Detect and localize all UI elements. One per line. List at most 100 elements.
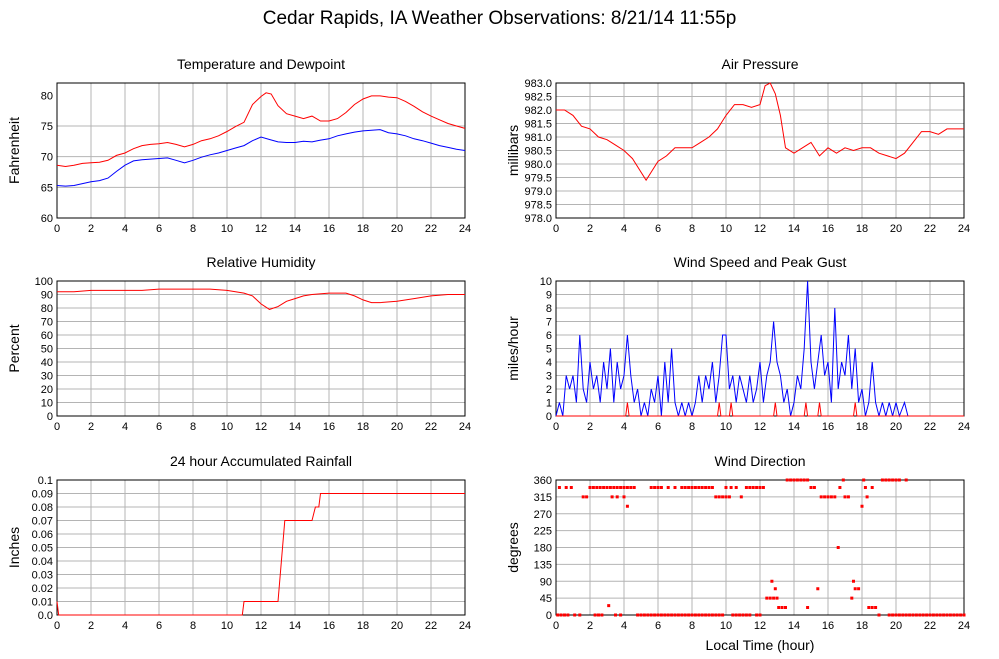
data-point <box>863 486 867 489</box>
data-point <box>646 613 650 617</box>
data-point <box>687 613 691 617</box>
data-point <box>777 606 781 609</box>
y-tick-label: 225 <box>534 526 552 538</box>
data-point <box>731 613 735 617</box>
x-tick-label: 16 <box>822 223 834 235</box>
data-point <box>591 486 595 489</box>
data-point <box>676 613 680 617</box>
data-point <box>573 613 577 617</box>
x-tick-label: 2 <box>88 223 94 235</box>
data-point <box>595 486 599 489</box>
data-point <box>836 546 840 549</box>
data-point <box>806 606 810 609</box>
data-point <box>758 486 762 489</box>
data-point <box>680 613 684 617</box>
x-tick-label: 16 <box>822 620 834 632</box>
x-tick-label: 18 <box>856 620 868 632</box>
y-tick-label: 4 <box>546 357 552 369</box>
series-line-0 <box>56 92 466 168</box>
data-point <box>812 486 816 489</box>
data-point <box>673 613 677 617</box>
data-point <box>758 613 762 617</box>
data-point <box>843 495 847 499</box>
data-point <box>564 486 568 489</box>
data-point <box>690 613 694 617</box>
data-point <box>693 613 697 617</box>
data-point <box>615 495 619 499</box>
x-tick-label: 24 <box>459 223 471 235</box>
x-tick-label: 22 <box>425 620 437 632</box>
data-point <box>911 613 915 617</box>
data-point <box>710 613 714 617</box>
y-tick-label: 10 <box>41 398 53 410</box>
data-point <box>852 579 855 583</box>
x-tick-label: 0 <box>54 620 60 632</box>
data-point <box>666 486 670 489</box>
x-tick-label: 6 <box>655 223 661 235</box>
data-point <box>901 613 905 617</box>
data-point <box>819 495 823 499</box>
y-tick-label: 980.0 <box>524 159 552 171</box>
x-tick-label: 8 <box>689 421 695 433</box>
y-tick-label: 0.06 <box>32 529 53 541</box>
data-point <box>653 613 657 617</box>
data-point <box>874 606 878 609</box>
x-tick-label: 4 <box>122 223 128 235</box>
data-point <box>666 613 670 617</box>
chart-2: 0 2 4 6 8 10 12 14 16 18 20 22 240102030405060708090… <box>6 254 471 433</box>
data-point <box>659 486 663 489</box>
data-point <box>780 606 784 609</box>
data-point <box>884 478 888 482</box>
data-point <box>632 486 636 489</box>
data-point <box>789 478 793 482</box>
data-point <box>904 478 908 482</box>
data-point <box>690 486 694 489</box>
data-point <box>683 613 687 617</box>
data-point <box>770 579 774 583</box>
y-tick-label: 0 <box>47 411 53 423</box>
data-point <box>751 486 755 489</box>
x-tick-label: 16 <box>822 421 834 433</box>
data-point <box>680 486 684 489</box>
y-tick-label: 80 <box>41 90 53 102</box>
y-axis-label: Inches <box>6 527 22 568</box>
data-point <box>653 486 657 489</box>
y-tick-label: 135 <box>534 559 552 571</box>
y-tick-label: 60 <box>41 330 53 342</box>
x-tick-label: 22 <box>924 421 936 433</box>
y-tick-label: 982.5 <box>524 92 552 104</box>
y-tick-label: 983.0 <box>524 78 552 90</box>
chart-0: 0 2 4 6 8 10 12 14 16 18 20 22 246065707580Temperatu… <box>6 56 471 235</box>
data-point <box>625 486 629 489</box>
data-point <box>773 587 777 591</box>
data-point <box>744 613 748 617</box>
data-point <box>748 613 752 617</box>
y-tick-label: 40 <box>41 357 53 369</box>
y-tick-label: 90 <box>540 576 552 588</box>
data-point <box>656 486 660 489</box>
x-tick-label: 14 <box>289 620 301 632</box>
x-tick-label: 20 <box>391 620 403 632</box>
x-tick-label: 14 <box>788 421 800 433</box>
data-point <box>959 613 963 617</box>
y-tick-label: 8 <box>546 303 552 315</box>
y-tick-label: 5 <box>546 344 552 356</box>
data-point <box>806 478 810 482</box>
x-tick-label: 8 <box>190 620 196 632</box>
data-point <box>721 613 725 617</box>
y-tick-label: 360 <box>534 475 552 487</box>
data-point <box>826 495 830 499</box>
x-tick-label: 10 <box>221 620 233 632</box>
y-tick-label: 0.01 <box>32 597 53 609</box>
data-point <box>724 495 728 499</box>
x-tick-label: 24 <box>459 620 471 632</box>
x-tick-label: 20 <box>890 421 902 433</box>
data-point <box>717 613 721 617</box>
data-point <box>636 613 640 617</box>
chart-title: Wind Speed and Peak Gust <box>674 254 847 270</box>
data-point <box>945 613 949 617</box>
y-tick-label: 270 <box>534 509 552 521</box>
x-tick-label: 2 <box>587 421 593 433</box>
data-point <box>605 486 609 489</box>
